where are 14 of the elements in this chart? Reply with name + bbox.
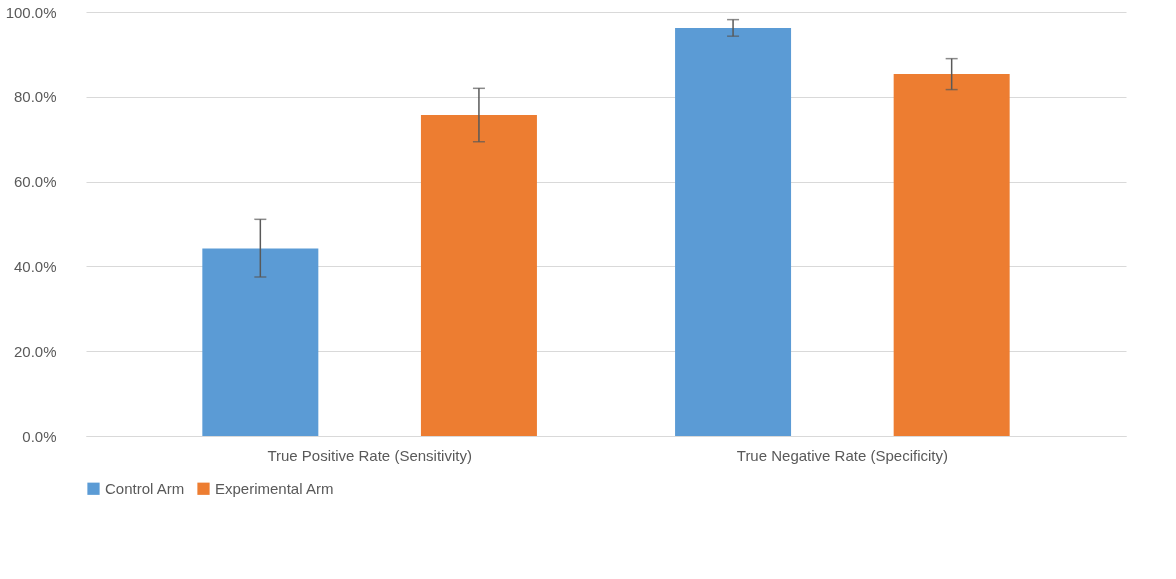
bar bbox=[675, 28, 792, 436]
bar bbox=[893, 73, 1010, 436]
x-tick-label: True Negative Rate (Specificity) bbox=[736, 446, 948, 464]
legend-label: Experimental Arm bbox=[215, 479, 334, 497]
y-tick-label: 20.0% bbox=[13, 342, 57, 360]
y-tick-label: 80.0% bbox=[13, 88, 57, 106]
y-tick-label: 60.0% bbox=[13, 173, 57, 191]
y-tick-label: 100.0% bbox=[5, 3, 57, 21]
y-tick-label: 0.0% bbox=[22, 427, 57, 445]
y-tick-label: 40.0% bbox=[13, 257, 57, 275]
bar bbox=[420, 115, 537, 436]
bar bbox=[202, 248, 319, 436]
legend-label: Control Arm bbox=[105, 479, 185, 497]
x-tick-label: True Positive Rate (Sensitivity) bbox=[267, 446, 472, 464]
